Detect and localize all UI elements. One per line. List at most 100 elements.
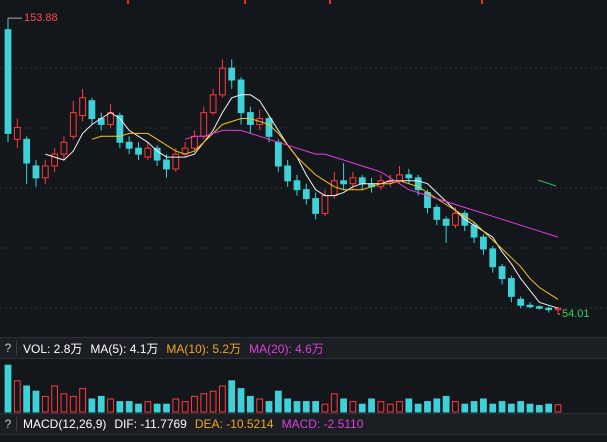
volume-bar	[181, 401, 189, 413]
candle-body	[349, 177, 357, 185]
volume-bar	[153, 403, 161, 413]
candle-body	[489, 248, 497, 268]
ma-line	[91, 118, 559, 300]
volume-bar	[368, 398, 375, 413]
volume-bar	[97, 395, 105, 413]
candle-body	[41, 165, 49, 179]
volume-bar	[414, 403, 422, 413]
volume-bar	[228, 380, 236, 413]
macd-info-bar: ? MACD(12,26,9) DIF: -11.7769 DEA: -10.521…	[0, 413, 607, 435]
volume-bar	[69, 395, 77, 413]
volume-bar	[60, 393, 68, 413]
volume-bar	[452, 401, 459, 413]
volume-bar	[461, 403, 469, 413]
volume-bar	[209, 390, 217, 413]
volume-bar	[79, 388, 86, 413]
volume-bar	[480, 398, 487, 413]
info-item: MA(20): 4.6万	[249, 341, 324, 356]
volume-bar	[545, 403, 553, 413]
help-button[interactable]: ?	[0, 417, 17, 431]
volume-bar	[535, 405, 543, 413]
low-label: 54.01	[562, 308, 590, 320]
candle-body	[498, 266, 506, 280]
candle-body	[4, 29, 12, 134]
volume-bar	[358, 403, 366, 413]
volume-bar	[508, 403, 515, 413]
vol-info-bar: ? VOL: 2.8万 MA(5): 4.1万 MA(10): 5.2万 MA(20)…	[0, 337, 607, 359]
volume-bar	[396, 401, 403, 413]
candle-body	[274, 141, 282, 167]
volume-bar	[125, 401, 133, 413]
volume-bar	[321, 403, 329, 413]
candle-body	[405, 174, 413, 179]
volume-bar	[405, 398, 413, 413]
volume-bar	[330, 393, 338, 413]
ma-line	[184, 129, 559, 238]
volume-bar	[302, 401, 310, 413]
volume-bar	[200, 393, 208, 413]
candle-body	[284, 165, 292, 182]
candle-body	[13, 126, 21, 140]
candle-body	[545, 307, 553, 311]
candle-body	[191, 135, 198, 149]
candle-body	[433, 206, 441, 220]
volume-bar	[32, 390, 40, 413]
candle-body	[302, 189, 310, 200]
candle-body	[153, 147, 161, 161]
candle-body	[554, 307, 562, 311]
volume-bar	[526, 403, 534, 413]
candle-body	[23, 138, 31, 164]
volume-bar	[386, 403, 394, 413]
volume-bar	[13, 380, 21, 413]
info-item: MA(5): 4.1万	[90, 341, 159, 356]
candle-body	[60, 141, 68, 155]
info-item: VOL: 2.8万	[23, 341, 83, 356]
volume-bar	[517, 401, 525, 413]
candle-body	[237, 79, 245, 114]
candle-body	[517, 298, 525, 306]
candle-body	[535, 306, 543, 309]
candle-body	[442, 218, 450, 226]
volume-bar	[219, 385, 226, 413]
volume-bar	[265, 401, 273, 413]
candle-body	[135, 147, 142, 155]
volume-bar	[312, 401, 320, 413]
volume-bar	[274, 390, 282, 413]
volume-bar	[498, 401, 506, 413]
candle-body	[340, 180, 347, 185]
candle-body	[414, 177, 422, 191]
volume-bar	[284, 398, 292, 413]
volume-bar	[470, 401, 478, 413]
volume-bar	[163, 403, 170, 413]
volume-bar	[340, 398, 347, 413]
candle-body	[125, 141, 133, 149]
candle-body	[330, 180, 338, 197]
volume-bar	[23, 385, 31, 413]
candle-body	[144, 147, 152, 158]
volume-bar	[144, 401, 152, 413]
candle-body	[321, 195, 329, 214]
info-item: DIF: -11.7769	[114, 417, 187, 431]
volume-bar	[4, 364, 12, 413]
info-item: MACD(12,26,9)	[23, 417, 107, 431]
volume-bar	[256, 398, 264, 413]
candle-body	[51, 153, 59, 167]
volume-bar	[107, 398, 114, 413]
macd-info: MACD(12,26,9) DIF: -11.7769 DEA: -10.5214 M…	[23, 417, 371, 431]
candle-body	[219, 67, 226, 96]
candle-body	[200, 112, 208, 137]
candle-body	[116, 115, 124, 143]
info-item: MACD: -2.5110	[281, 417, 364, 431]
help-button[interactable]: ?	[0, 341, 17, 355]
candle-body	[209, 94, 217, 114]
candle-body	[163, 159, 170, 170]
candle-body	[526, 304, 534, 308]
volume-bar	[88, 398, 96, 413]
info-item: DEA: -10.5214	[194, 417, 274, 431]
candle-body	[172, 153, 180, 170]
volume-bar	[349, 401, 357, 413]
ma-line	[45, 94, 559, 309]
candle-body	[265, 118, 273, 137]
